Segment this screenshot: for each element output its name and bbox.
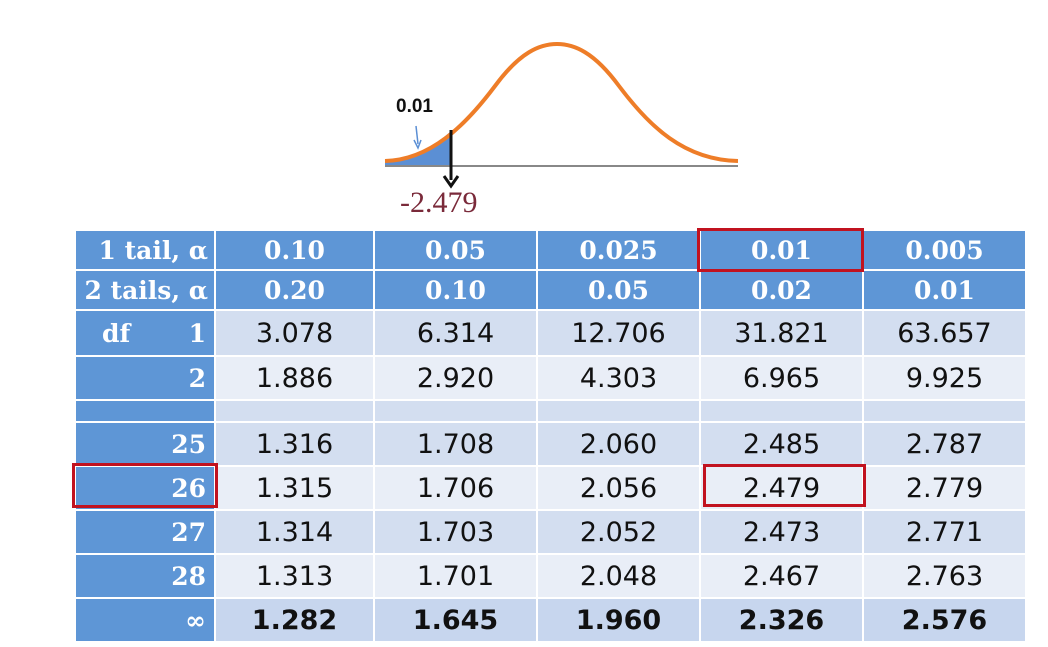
- critical-value-cell: 1.708: [373, 421, 538, 467]
- critical-value-cell: 1.960: [536, 597, 701, 643]
- alpha-header-cell: 0.05: [536, 269, 701, 311]
- critical-value-cell: 1.645: [373, 597, 538, 643]
- critical-value-cell: 9.925: [862, 355, 1027, 401]
- critical-value-cell: 1.886: [214, 355, 375, 401]
- tail-area-label: 0.01: [396, 96, 433, 117]
- critical-value-cell: 2.771: [862, 509, 1027, 555]
- table-row: 28 1.313 1.701 2.048 2.467 2.763: [74, 553, 1027, 599]
- critical-value-cell: 6.965: [699, 355, 864, 401]
- df-cell: 27: [74, 509, 216, 555]
- critical-value-cell: 6.314: [373, 309, 538, 357]
- df-cell: 26: [74, 465, 216, 511]
- blank-cell: [214, 399, 375, 423]
- critical-value-cell: 2.576: [862, 597, 1027, 643]
- critical-value-cell: 63.657: [862, 309, 1027, 357]
- shaded-left-tail: [385, 132, 450, 165]
- critical-value-cell: 2.763: [862, 553, 1027, 599]
- critical-value-cell: 1.313: [214, 553, 375, 599]
- critical-value-cell: 1.706: [373, 465, 538, 511]
- critical-value-cell: 2.056: [536, 465, 701, 511]
- df-cell: [74, 399, 216, 423]
- critical-value-cell: 1.282: [214, 597, 375, 643]
- critical-value-cell: 2.326: [699, 597, 864, 643]
- df-cell: 25: [74, 421, 216, 467]
- table-row: df 1 3.078 6.314 12.706 31.821 63.657: [74, 309, 1027, 357]
- critical-value-arrow-head: [442, 175, 460, 189]
- t-distribution-curve: [384, 41, 739, 189]
- critical-value-cell: 2.060: [536, 421, 701, 467]
- alpha-header-cell: 0.05: [373, 229, 538, 271]
- table-row-infinity: ∞ 1.282 1.645 1.960 2.326 2.576: [74, 597, 1027, 643]
- ellipsis-row: [74, 399, 1027, 423]
- critical-value-cell: 2.473: [699, 509, 864, 555]
- tail-pointer-head: [413, 139, 422, 150]
- df-cell: 28: [74, 553, 216, 599]
- critical-value-cell: 2.920: [373, 355, 538, 401]
- critical-value-cell: 31.821: [699, 309, 864, 357]
- table-row: 25 1.316 1.708 2.060 2.485 2.787: [74, 421, 1027, 467]
- critical-value-cell: 2.052: [536, 509, 701, 555]
- df-value: 1: [188, 318, 206, 348]
- critical-value-cell: 1.316: [214, 421, 375, 467]
- alpha-header-cell: 0.20: [214, 269, 375, 311]
- header-row-one-tail: 1 tail, α 0.10 0.05 0.025 0.01 0.005: [74, 229, 1027, 271]
- blank-cell: [373, 399, 538, 423]
- table-row: 26 1.315 1.706 2.056 2.479 2.779: [74, 465, 1027, 511]
- table-row: 27 1.314 1.703 2.052 2.473 2.771: [74, 509, 1027, 555]
- blank-cell: [862, 399, 1027, 423]
- df-cell: ∞: [74, 597, 216, 643]
- table-row: 2 1.886 2.920 4.303 6.965 9.925: [74, 355, 1027, 401]
- df-header-label: df: [102, 318, 131, 348]
- t-table: 1 tail, α 0.10 0.05 0.025 0.01 0.005 2 t…: [74, 229, 1027, 643]
- critical-value-label: -2.479: [400, 186, 478, 219]
- critical-value-cell: 4.303: [536, 355, 701, 401]
- two-tails-alpha-label: 2 tails, α: [74, 269, 216, 311]
- header-row-two-tails: 2 tails, α 0.20 0.10 0.05 0.02 0.01: [74, 269, 1027, 311]
- critical-value-cell: 1.701: [373, 553, 538, 599]
- critical-value-cell: 12.706: [536, 309, 701, 357]
- curve-line: [384, 41, 739, 163]
- critical-value-cell: 1.314: [214, 509, 375, 555]
- alpha-header-cell: 0.10: [373, 269, 538, 311]
- alpha-header-cell: 0.01: [862, 269, 1027, 311]
- alpha-header-cell: 0.02: [699, 269, 864, 311]
- tail-pointer-line: [415, 125, 419, 145]
- alpha-header-cell: 0.005: [862, 229, 1027, 271]
- critical-value-cell: 2.479: [699, 465, 864, 511]
- alpha-header-cell: 0.01: [699, 229, 864, 271]
- critical-value-cell: 3.078: [214, 309, 375, 357]
- blank-cell: [699, 399, 864, 423]
- critical-value-cell: 2.048: [536, 553, 701, 599]
- critical-value-cell: 1.703: [373, 509, 538, 555]
- critical-value-cell: 1.315: [214, 465, 375, 511]
- one-tail-alpha-label: 1 tail, α: [74, 229, 216, 271]
- critical-value-cell: 2.779: [862, 465, 1027, 511]
- critical-value-cell: 2.485: [699, 421, 864, 467]
- alpha-header-cell: 0.025: [536, 229, 701, 271]
- df-cell: 2: [74, 355, 216, 401]
- blank-cell: [536, 399, 701, 423]
- critical-value-cell: 2.467: [699, 553, 864, 599]
- critical-value-cell: 2.787: [862, 421, 1027, 467]
- alpha-header-cell: 0.10: [214, 229, 375, 271]
- df-cell: df 1: [74, 309, 216, 357]
